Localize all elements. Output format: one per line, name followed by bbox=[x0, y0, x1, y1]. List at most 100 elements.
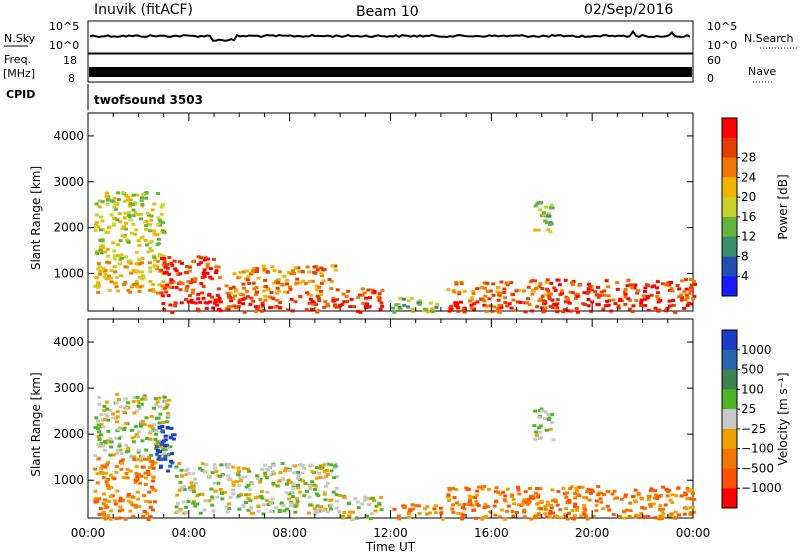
velocity-cell bbox=[103, 465, 108, 469]
velocity-cell bbox=[119, 459, 124, 463]
velocity-cell bbox=[583, 508, 588, 512]
velocity-cell bbox=[649, 487, 654, 491]
power-cell bbox=[278, 301, 283, 304]
power-cell bbox=[126, 211, 131, 215]
power-cell bbox=[482, 286, 487, 290]
power-cell bbox=[251, 267, 256, 270]
velocity-cell bbox=[231, 492, 236, 496]
power-cell bbox=[472, 302, 477, 306]
velocity-cell bbox=[298, 490, 303, 494]
velocity-cell bbox=[119, 452, 124, 456]
velocity-cell bbox=[158, 450, 163, 453]
power-cell bbox=[196, 309, 201, 313]
power-cell bbox=[144, 219, 149, 223]
velocity-cell bbox=[143, 471, 148, 475]
power-cell bbox=[643, 286, 648, 290]
power-cell bbox=[98, 265, 102, 269]
velocity-cell bbox=[156, 457, 161, 461]
power-cell bbox=[549, 204, 554, 207]
velocity-cell bbox=[558, 516, 563, 520]
velocity-cell bbox=[555, 503, 560, 507]
velocity-cell bbox=[514, 511, 519, 514]
velocity-cell bbox=[105, 499, 110, 503]
velocity-cell bbox=[169, 426, 174, 430]
velocity-cell bbox=[126, 499, 131, 503]
power-cell bbox=[162, 257, 167, 261]
power-cell bbox=[317, 299, 322, 303]
velocity-cell bbox=[289, 490, 294, 494]
velocity-cell bbox=[191, 487, 196, 491]
power-cell bbox=[495, 308, 500, 312]
power-cell bbox=[260, 301, 265, 305]
velocity-cell bbox=[111, 412, 116, 416]
velocity-cell bbox=[99, 425, 104, 429]
velocity-cell bbox=[146, 469, 150, 473]
velocity-cell bbox=[140, 465, 145, 469]
power-cell bbox=[95, 284, 100, 288]
velocity-cell bbox=[605, 504, 610, 508]
velocity-cell bbox=[159, 443, 164, 446]
velocity-cell bbox=[325, 481, 330, 485]
velocity-cell bbox=[220, 497, 225, 501]
freq-tick-bottom: 8 bbox=[68, 72, 75, 85]
velocity-cell bbox=[363, 495, 368, 499]
velocity-cell bbox=[124, 406, 128, 410]
power-cell bbox=[232, 304, 237, 308]
velocity-cell bbox=[236, 494, 241, 498]
velocity-cell bbox=[493, 499, 498, 503]
power-cell bbox=[140, 203, 145, 206]
velocity-cell bbox=[461, 506, 465, 509]
power-colorbar-label: 20 bbox=[741, 190, 756, 204]
velocity-cell bbox=[628, 509, 633, 513]
velocity-cell bbox=[582, 504, 587, 508]
velocity-cell bbox=[102, 448, 107, 452]
velocity-cell bbox=[154, 429, 159, 433]
power-cell bbox=[686, 301, 691, 305]
velocity-cell bbox=[374, 504, 379, 508]
power-cell bbox=[639, 298, 644, 302]
power-cell bbox=[314, 303, 318, 307]
velocity-cell bbox=[488, 510, 493, 514]
velocity-cell bbox=[151, 479, 156, 483]
velocity-cell bbox=[150, 460, 155, 464]
velocity-cell bbox=[159, 453, 163, 456]
power-cell bbox=[282, 290, 287, 294]
power-cell bbox=[380, 304, 385, 308]
velocity-colorbar-swatch bbox=[722, 409, 737, 430]
velocity-cell bbox=[523, 490, 528, 494]
power-cell bbox=[268, 306, 273, 309]
velocity-cell bbox=[328, 499, 333, 503]
power-cell bbox=[360, 293, 365, 297]
power-cell bbox=[94, 220, 99, 224]
power-cell bbox=[639, 304, 644, 307]
power-cell bbox=[587, 282, 591, 286]
power-cell bbox=[172, 259, 177, 263]
velocity-cell bbox=[536, 512, 541, 516]
velocity-colorbar-swatch bbox=[722, 389, 737, 410]
power-cell bbox=[606, 303, 611, 307]
velocity-cell bbox=[115, 410, 120, 414]
velocity-cell bbox=[96, 423, 101, 427]
velocity-cell bbox=[124, 450, 129, 454]
velocity-cell bbox=[325, 472, 330, 476]
velocity-cell bbox=[162, 395, 167, 399]
velocity-cell bbox=[140, 455, 145, 458]
power-cell bbox=[156, 242, 161, 246]
power-cell bbox=[216, 308, 221, 312]
velocity-cell bbox=[106, 418, 111, 422]
velocity-cell bbox=[509, 493, 514, 497]
power-cell bbox=[216, 299, 221, 303]
velocity-cell bbox=[97, 442, 102, 446]
velocity-cell bbox=[673, 516, 678, 520]
power-cell bbox=[259, 309, 264, 313]
power-cell bbox=[210, 295, 214, 299]
power-cell bbox=[571, 291, 575, 295]
velocity-cell bbox=[143, 476, 148, 480]
velocity-colorbar-label: 500 bbox=[741, 363, 764, 377]
power-cell bbox=[113, 207, 118, 211]
power-cell bbox=[112, 257, 117, 261]
power-cell bbox=[214, 269, 219, 273]
power-cell bbox=[184, 289, 189, 293]
power-cell bbox=[358, 293, 362, 297]
power-cell bbox=[537, 299, 542, 303]
